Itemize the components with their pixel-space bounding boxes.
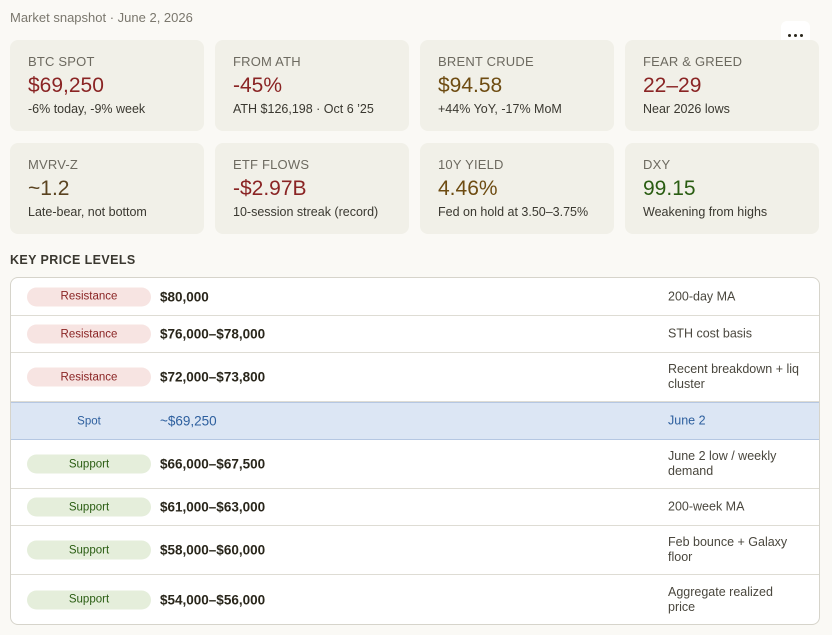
more-horizontal-icon: [788, 33, 803, 37]
level-note: June 2: [668, 413, 706, 428]
level-price: $66,000–$67,500: [160, 456, 266, 472]
level-price: $76,000–$78,000: [160, 326, 266, 342]
snapshot-header: Market snapshot · June 2, 2026: [10, 10, 193, 25]
table-row: Support $66,000–$67,500 June 2 low / wee…: [11, 440, 819, 489]
card-label: FROM ATH: [233, 54, 301, 69]
card-sub: -6% today, -9% week: [28, 102, 146, 116]
card-sub: Weakening from highs: [643, 205, 768, 219]
support-badge: Support: [27, 454, 151, 474]
level-price: $61,000–$63,000: [160, 499, 266, 515]
card-mvrv-z: MVRV-Z ~1.2 Late-bear, not bottom: [10, 143, 204, 234]
card-label: BRENT CRUDE: [438, 54, 534, 69]
card-label: ETF FLOWS: [233, 157, 310, 172]
level-note: Recent breakdown + liq cluster: [668, 362, 799, 391]
card-btc-spot: BTC SPOT $69,250 -6% today, -9% week: [10, 40, 204, 131]
resistance-badge: Resistance: [27, 287, 151, 306]
card-label: DXY: [643, 157, 671, 172]
price-levels-table: Resistance $80,000 200-day MA Resistance…: [10, 277, 820, 625]
table-row: Resistance $76,000–$78,000 STH cost basi…: [11, 316, 819, 353]
card-label: 10Y YIELD: [438, 157, 504, 172]
card-value: -$2.97B: [233, 177, 307, 200]
support-badge: Support: [27, 540, 151, 560]
card-sub: Fed on hold at 3.50–3.75%: [438, 205, 589, 219]
level-price: $54,000–$56,000: [160, 592, 266, 607]
card-label: FEAR & GREED: [643, 54, 743, 69]
card-label: MVRV-Z: [28, 157, 79, 172]
card-from-ath: FROM ATH -45% ATH $126,198 · Oct 6 ’25: [215, 40, 409, 131]
level-note: 200-week MA: [668, 499, 745, 514]
card-dxy: DXY 99.15 Weakening from highs: [625, 143, 819, 234]
table-row: Resistance $80,000 200-day MA: [11, 278, 819, 316]
table-row: Support $61,000–$63,000 200-week MA: [11, 489, 819, 526]
key-price-levels-title: KEY PRICE LEVELS: [10, 253, 136, 267]
card-brent-crude: BRENT CRUDE $94.58 +44% YoY, -17% MoM: [420, 40, 614, 131]
support-badge: Support: [27, 497, 151, 517]
card-etf-flows: ETF FLOWS -$2.97B 10-session streak (rec…: [215, 143, 409, 234]
level-note: 200-day MA: [668, 289, 736, 303]
card-sub: ATH $126,198 · Oct 6 ’25: [233, 102, 374, 116]
card-value: 4.46%: [438, 177, 498, 200]
card-value: $69,250: [28, 74, 104, 97]
table-row: Resistance $72,000–$73,800 Recent breakd…: [11, 353, 819, 402]
card-value: $94.58: [438, 74, 503, 97]
card-label: BTC SPOT: [28, 54, 95, 69]
table-row-spot: Spot ~$69,250 June 2: [11, 402, 819, 440]
support-badge: Support: [27, 590, 151, 609]
card-value: -45%: [233, 74, 283, 97]
level-price: $58,000–$60,000: [160, 542, 266, 558]
metric-cards: BTC SPOT $69,250 -6% today, -9% week FRO…: [10, 40, 819, 234]
card-value: ~1.2: [28, 177, 70, 200]
resistance-badge: Resistance: [27, 367, 151, 387]
card-sub: +44% YoY, -17% MoM: [438, 102, 562, 116]
card-sub: 10-session streak (record): [233, 205, 379, 219]
card-sub: Late-bear, not bottom: [28, 205, 147, 219]
level-price: ~$69,250: [160, 413, 217, 429]
card-10y-yield: 10Y YIELD 4.46% Fed on hold at 3.50–3.75…: [420, 143, 614, 234]
resistance-badge: Resistance: [27, 324, 151, 344]
level-note: Feb bounce + Galaxy floor: [668, 535, 788, 564]
spot-badge: Spot: [77, 415, 101, 427]
table-row: Support $58,000–$60,000 Feb bounce + Gal…: [11, 526, 819, 575]
card-value: 99.15: [643, 177, 696, 200]
level-note: Aggregate realized price: [668, 584, 773, 614]
table-row: Support $54,000–$56,000 Aggregate realiz…: [11, 575, 819, 624]
card-fear-greed: FEAR & GREED 22–29 Near 2026 lows: [625, 40, 819, 131]
level-price: $72,000–$73,800: [160, 369, 266, 385]
level-note: STH cost basis: [668, 326, 753, 341]
card-value: 22–29: [643, 74, 702, 97]
level-price: $80,000: [160, 289, 209, 304]
level-note: June 2 low / weekly demand: [668, 449, 777, 478]
card-sub: Near 2026 lows: [643, 102, 730, 116]
